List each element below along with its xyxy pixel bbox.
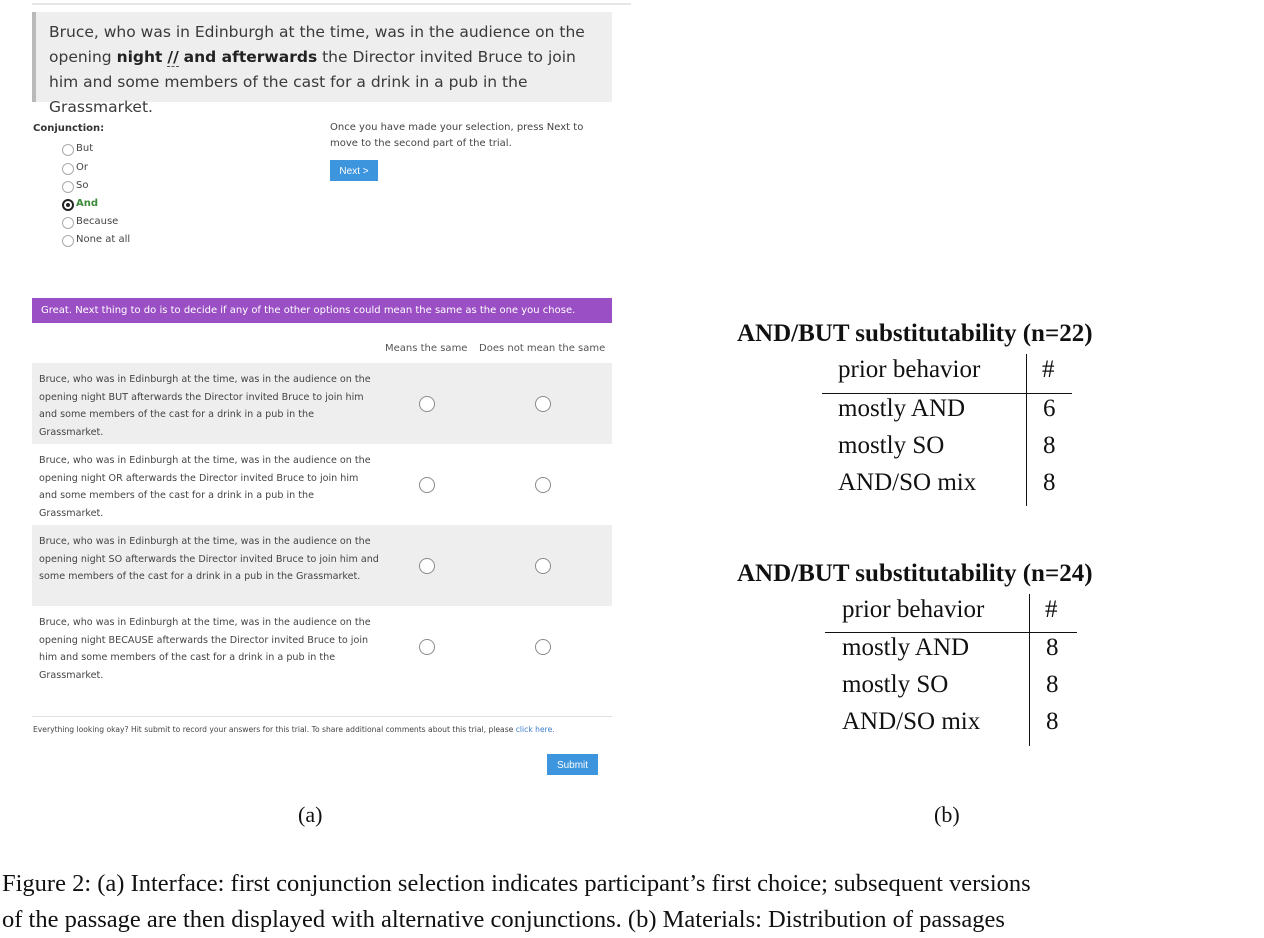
header-prior-behavior: prior behavior: [842, 596, 985, 623]
row-passage-because: Bruce, who was in Edinburgh at the time,…: [39, 617, 371, 681]
sublabel-a: (a): [298, 802, 323, 827]
passage-text-before: Bruce, who was in Edinburgh at the time,…: [49, 23, 585, 66]
row-passage-so: Bruce, who was in Edinburgh at the time,…: [39, 536, 379, 582]
option-label: But: [76, 143, 94, 154]
row-count: 8: [1046, 671, 1059, 698]
column-rule: [1026, 354, 1028, 506]
radio-not-same[interactable]: [535, 396, 551, 412]
row-passage-but: Bruce, who was in Edinburgh at the time,…: [39, 374, 371, 438]
figure-caption: Figure 2: (a) Interface: first conjuncti…: [2, 866, 1264, 938]
table-title: AND/BUT substitutability (n=24): [737, 560, 1093, 587]
caption-line-2: of the passage are then displayed with a…: [2, 906, 1005, 933]
column-rule: [1029, 594, 1031, 746]
header-count: #: [1045, 596, 1058, 623]
radio-means-same[interactable]: [419, 639, 435, 655]
header-rule: [822, 393, 1072, 395]
row-count: 8: [1046, 708, 1059, 735]
option-label: So: [76, 180, 89, 191]
row-count: 6: [1043, 395, 1056, 422]
row-count: 8: [1043, 432, 1056, 459]
radio-means-same[interactable]: [419, 396, 435, 412]
row-label: mostly AND: [842, 634, 970, 661]
row-count: 8: [1043, 469, 1056, 496]
info-banner: Great. Next thing to do is to decide if …: [32, 298, 612, 323]
option-label-selected: And: [76, 198, 99, 209]
radio-because[interactable]: [62, 217, 74, 229]
row-label: mostly AND: [838, 395, 966, 422]
table-row: Bruce, who was in Edinburgh at the time,…: [32, 606, 612, 687]
radio-but[interactable]: [62, 144, 74, 156]
header-count: #: [1042, 356, 1055, 383]
row-label: mostly SO: [838, 432, 945, 459]
table-row: Bruce, who was in Edinburgh at the time,…: [32, 363, 612, 444]
comments-link[interactable]: click here.: [515, 725, 555, 734]
passage-text-after: the Director invited Bruce to join him a…: [49, 48, 576, 116]
table-row: Bruce, who was in Edinburgh at the time,…: [32, 444, 612, 525]
footer-text: Everything looking okay? Hit submit to r…: [33, 725, 555, 734]
next-button[interactable]: Next >: [330, 160, 378, 181]
row-count: 8: [1046, 634, 1059, 661]
option-label: Because: [76, 216, 119, 227]
radio-not-same[interactable]: [535, 639, 551, 655]
passage-box: Bruce, who was in Edinburgh at the time,…: [32, 12, 612, 116]
submit-button[interactable]: Submit: [547, 754, 598, 775]
row-passage-or: Bruce, who was in Edinburgh at the time,…: [39, 455, 371, 519]
radio-means-same[interactable]: [419, 477, 435, 493]
radio-not-same[interactable]: [535, 558, 551, 574]
table-row: Bruce, who was in Edinburgh at the time,…: [32, 525, 612, 606]
option-label: None at all: [76, 234, 131, 245]
passage-bold-and-afterwards: and afterwards: [183, 48, 318, 66]
passage-slashes: //: [167, 48, 179, 67]
table-title: AND/BUT substitutability (n=22): [737, 320, 1093, 347]
row-label: mostly SO: [842, 671, 949, 698]
header-rule: [825, 632, 1077, 634]
radio-none-at-all[interactable]: [62, 235, 74, 247]
row-label: AND/SO mix: [842, 708, 981, 735]
instructions-text: Once you have made your selection, press…: [330, 122, 584, 149]
header-prior-behavior: prior behavior: [838, 356, 981, 383]
radio-means-same[interactable]: [419, 558, 435, 574]
column-header-not-same: Does not mean the same: [479, 343, 606, 354]
radio-not-same[interactable]: [535, 477, 551, 493]
conjunction-label: Conjunction:: [33, 123, 105, 134]
radio-and-selected[interactable]: [62, 199, 74, 211]
radio-so[interactable]: [62, 181, 74, 193]
bottom-divider: [32, 716, 612, 717]
sublabel-b: (b): [934, 802, 960, 827]
column-header-means-same: Means the same: [385, 343, 468, 354]
option-label: Or: [76, 162, 88, 173]
row-label: AND/SO mix: [838, 469, 977, 496]
caption-line-1: Figure 2: (a) Interface: first conjuncti…: [2, 870, 1031, 897]
passage-bold-night: night: [116, 48, 163, 66]
top-divider: [32, 3, 631, 5]
radio-or[interactable]: [62, 163, 74, 175]
footer-message: Everything looking okay? Hit submit to r…: [33, 725, 516, 734]
